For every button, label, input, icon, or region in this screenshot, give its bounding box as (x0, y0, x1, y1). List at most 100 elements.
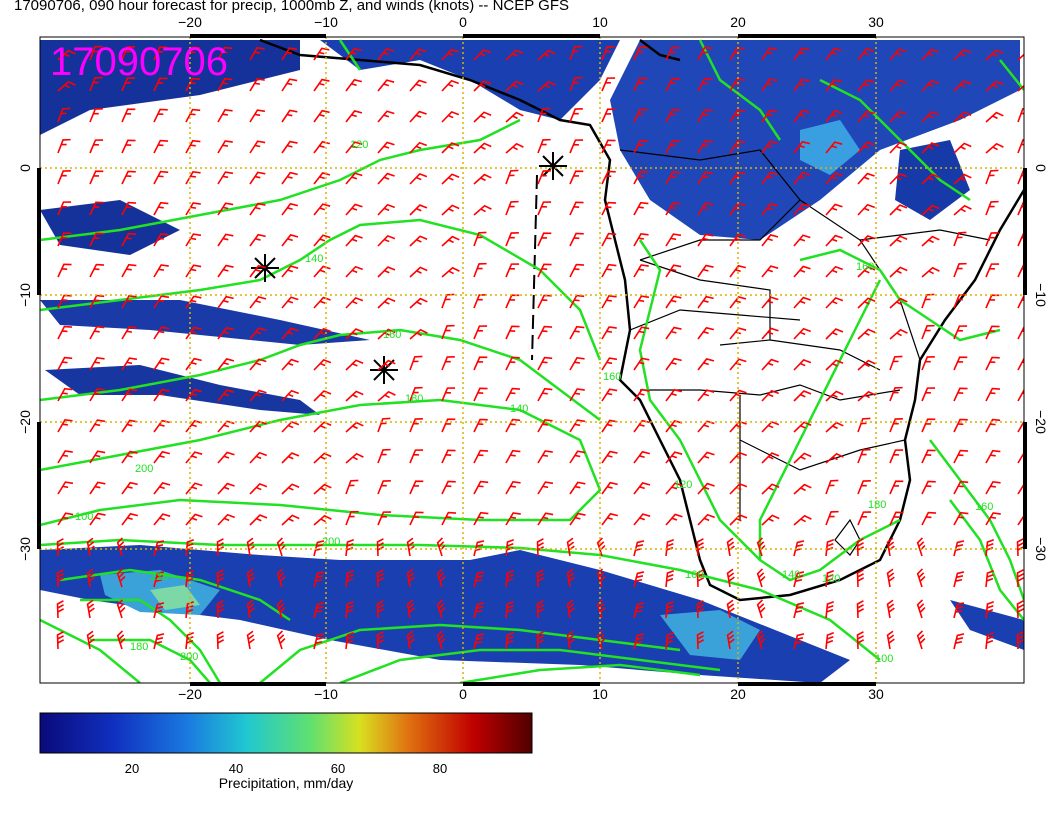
wind-barb (116, 630, 126, 650)
wind-barb (761, 140, 778, 154)
wind-barb (696, 600, 705, 619)
wind-barb (857, 141, 875, 154)
wind-barb (569, 419, 586, 433)
wind-barb (985, 200, 999, 216)
wind-barb (89, 170, 104, 185)
wind-barb (793, 172, 811, 185)
contour-label: 160 (383, 329, 401, 341)
wind-barb (857, 110, 875, 123)
wind-barb (537, 232, 552, 247)
wind-barb (601, 232, 617, 247)
wind-barb (505, 200, 519, 216)
wind-barb (729, 233, 746, 247)
wind-barb (57, 481, 74, 495)
wind-barb (665, 171, 681, 185)
wind-barb (57, 294, 72, 309)
lon-tick-label: −20 (178, 14, 202, 30)
wind-barb (985, 80, 1004, 92)
wind-barb (601, 108, 616, 123)
wind-barb (281, 202, 299, 216)
wind-barb (249, 514, 268, 526)
wind-barb (57, 170, 71, 185)
wind-barb (377, 48, 395, 61)
wind-barb (313, 172, 331, 185)
wind-barb (185, 264, 202, 278)
wind-barb (377, 417, 391, 433)
wind-barb (281, 47, 298, 61)
wind-barb (921, 142, 940, 154)
wind-barb (985, 449, 1001, 464)
wind-barb (825, 600, 835, 619)
wind-barb (473, 356, 488, 371)
wind-barb (537, 419, 553, 433)
wind-barb (921, 110, 940, 123)
wind-barb (313, 571, 325, 588)
wind-barb (825, 452, 844, 464)
wind-barb (406, 568, 415, 588)
wind-barb (793, 390, 812, 402)
contour-label: 140 (782, 569, 800, 581)
wind-barb (601, 326, 617, 340)
wind-barb (665, 77, 681, 92)
wind-barb (185, 46, 200, 61)
wind-barb (505, 512, 521, 526)
wind-barb (121, 232, 137, 247)
wind-barb (953, 173, 972, 185)
wind-barb (793, 421, 812, 433)
wind-barb (473, 48, 492, 61)
wind-barb (697, 513, 715, 526)
wind-barb (56, 631, 65, 650)
wind-barb (217, 389, 235, 402)
wind-barb (633, 357, 650, 371)
wind-barb (921, 418, 936, 433)
lon-labels-bottom: −20 −10 0 10 20 30 (178, 686, 884, 700)
wind-barb (505, 600, 515, 619)
wind-barb (409, 511, 424, 526)
wind-barb (921, 204, 940, 216)
wind-barb (697, 171, 714, 185)
wind-barb (473, 111, 492, 123)
wind-barb (57, 49, 76, 61)
wind-barb (537, 138, 551, 154)
wind-barb (249, 451, 267, 464)
contour-label: 180 (405, 393, 423, 405)
wind-barb (89, 450, 106, 464)
wind-barb (345, 538, 355, 557)
wind-barb (409, 449, 424, 464)
wind-barb (889, 110, 907, 123)
wind-barb (505, 49, 524, 61)
wind-barb (185, 600, 195, 619)
wind-barb (985, 142, 1004, 154)
wind-barb (985, 481, 1001, 495)
wind-barb (89, 388, 105, 402)
wind-barb (1017, 356, 1024, 371)
wind-barb (441, 511, 457, 526)
wind-barb (665, 202, 681, 216)
wind-barb (505, 356, 520, 371)
wind-barb (536, 569, 545, 588)
wind-barb (217, 77, 233, 92)
wind-barb (536, 600, 545, 619)
wind-barb (185, 420, 203, 433)
wind-barb (345, 479, 359, 495)
wind-barb (665, 233, 682, 247)
lon-tick-label: 10 (592, 686, 608, 700)
wind-barb (601, 481, 618, 495)
wind-barb (1017, 387, 1024, 402)
lon-tick-label: 0 (459, 686, 467, 700)
wind-barb (857, 48, 875, 61)
wind-barb (249, 140, 266, 154)
wind-barb (696, 569, 705, 588)
wind-barb (473, 480, 489, 495)
wind-barb (246, 568, 255, 588)
wind-barb (665, 420, 683, 433)
wind-barb (217, 295, 234, 309)
lon-tick-label: 30 (868, 14, 884, 30)
wind-barb (729, 420, 747, 433)
wind-barb (889, 328, 908, 340)
wind-barb (473, 633, 485, 650)
wind-barb (665, 295, 682, 309)
wind-barb (569, 512, 586, 526)
wind-barb (313, 140, 331, 154)
lat-tick-label: −20 (1033, 410, 1049, 434)
